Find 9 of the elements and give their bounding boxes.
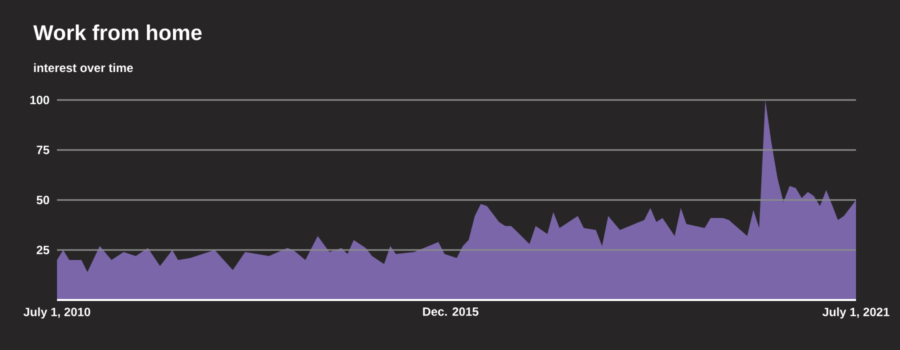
x-tick-label: Dec. 2015 <box>423 307 478 316</box>
y-tick-label: 100 <box>30 96 50 104</box>
chart-subtitle: interest over time <box>34 63 133 72</box>
x-tick-label: July 1, 2010 <box>24 307 90 319</box>
y-tick-label: 50 <box>36 196 50 204</box>
chart-title: Work from home <box>33 24 202 40</box>
y-tick-label: 75 <box>36 146 50 154</box>
y-tick-label: 25 <box>36 246 50 254</box>
x-tick-label: July 1, 2021 <box>822 307 890 319</box>
